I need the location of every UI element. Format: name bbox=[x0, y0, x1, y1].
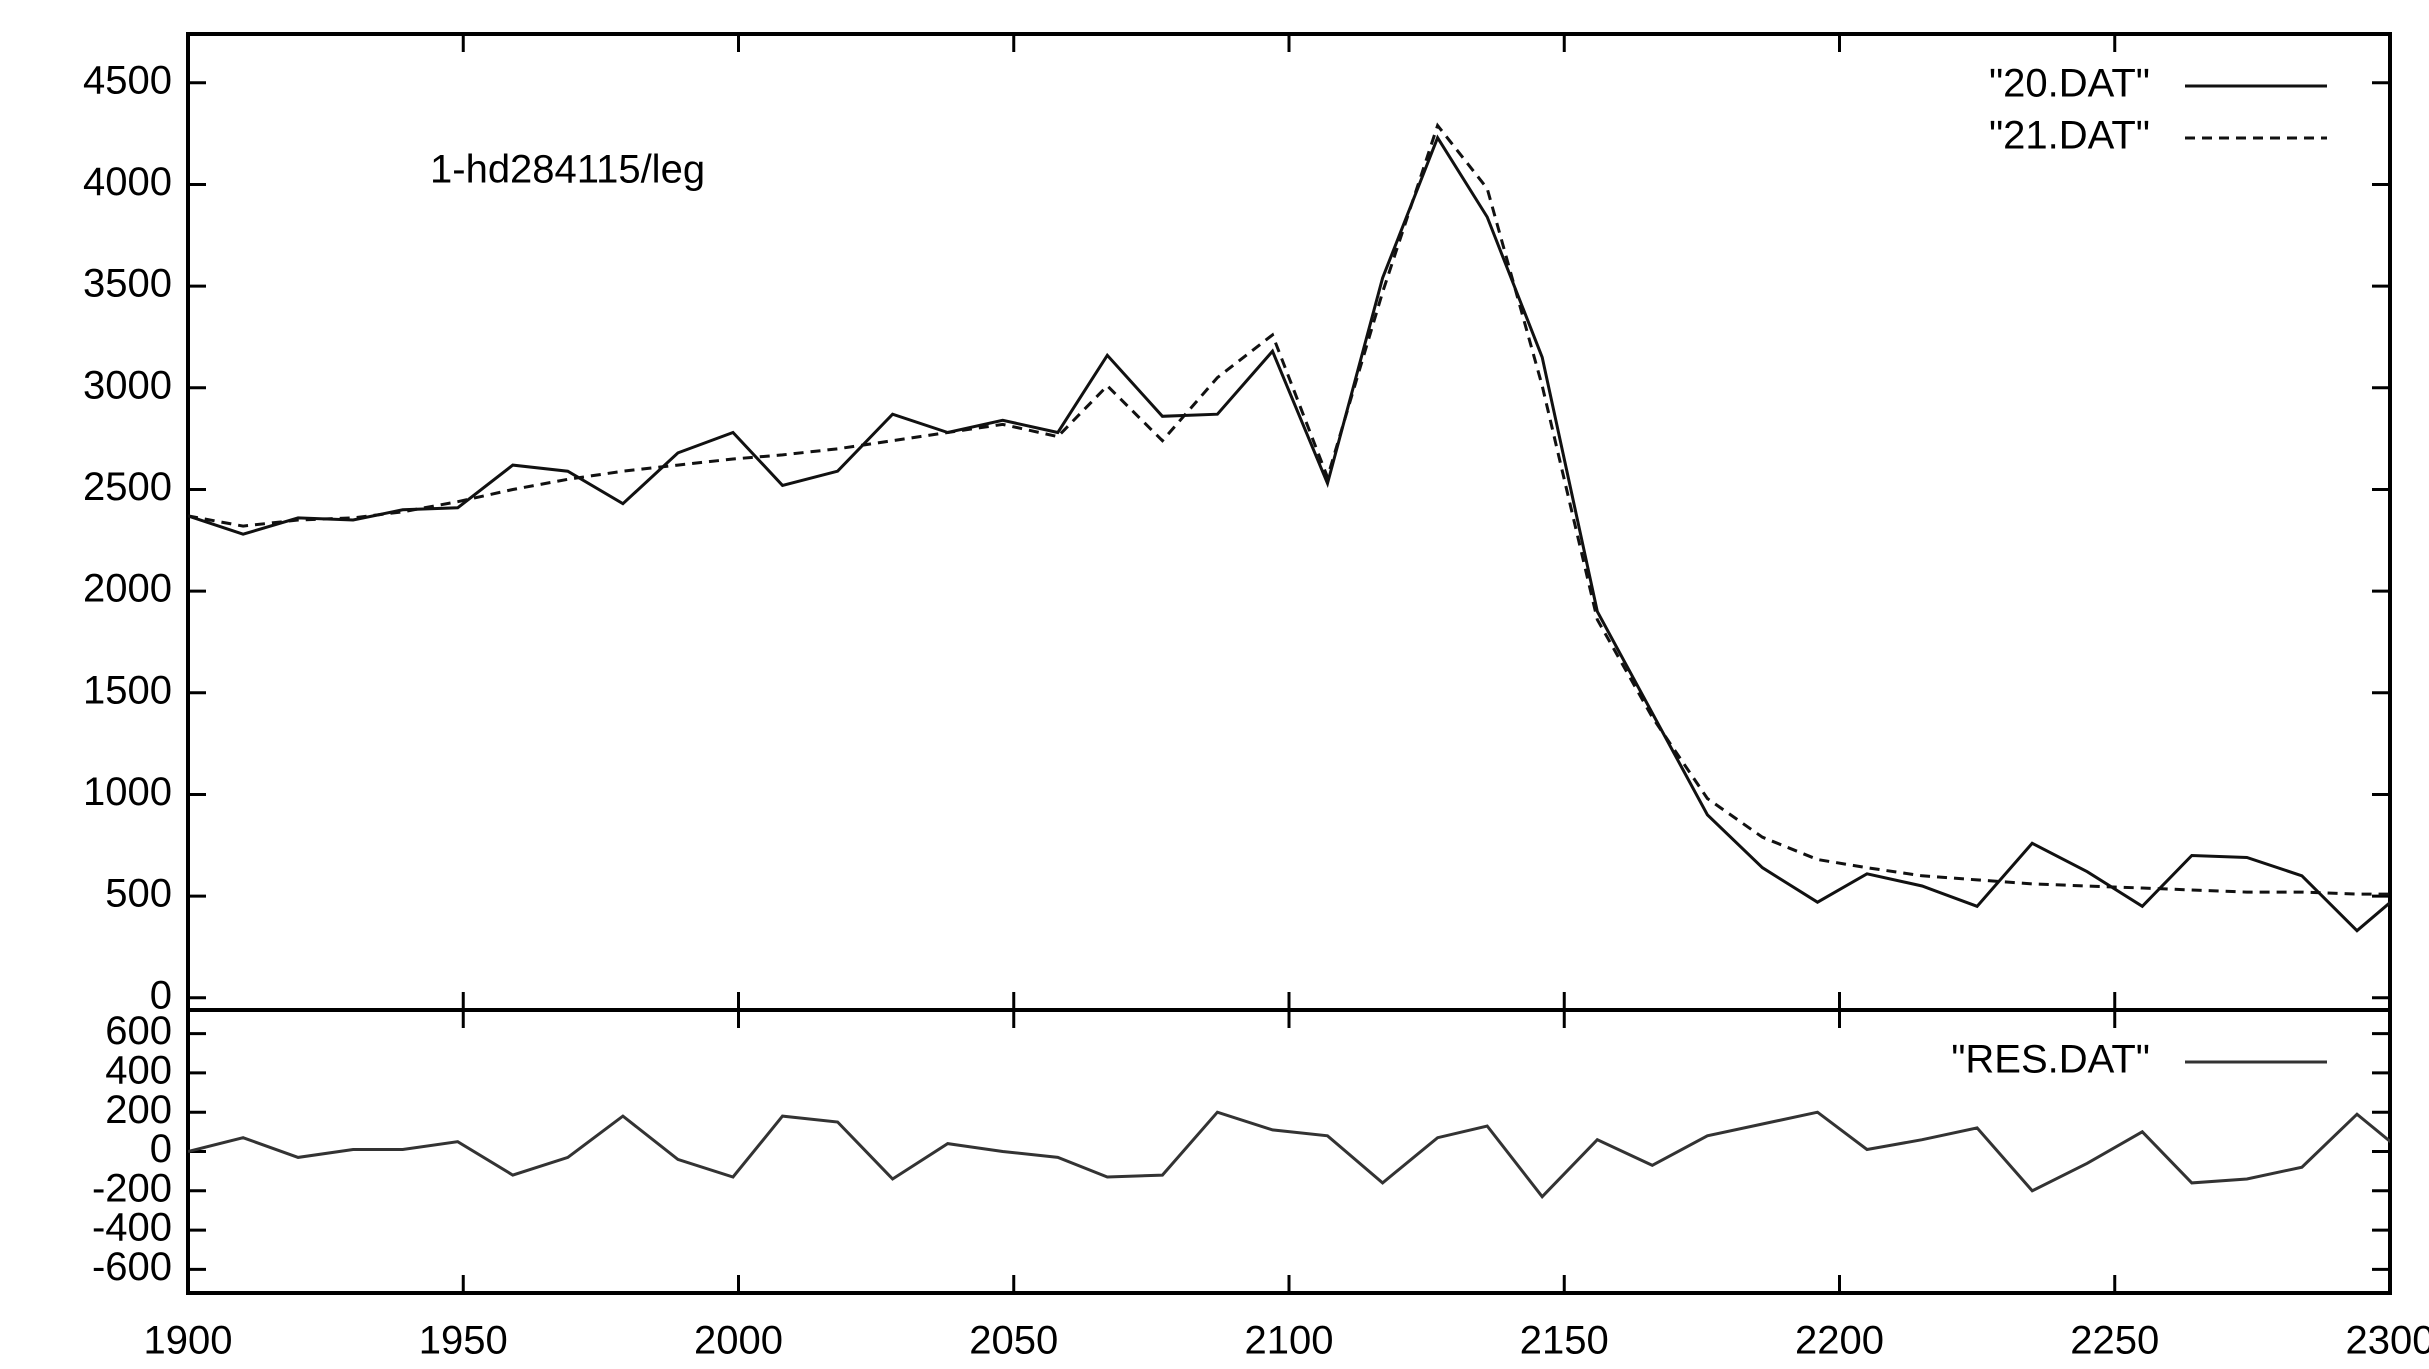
plot-area bbox=[188, 1110, 2390, 1199]
x-tick-label: 2150 bbox=[1520, 1319, 1609, 1363]
x-tick-label: 2050 bbox=[969, 1319, 1058, 1363]
y-tick-label: 1000 bbox=[83, 770, 172, 814]
y-tick-label: 4500 bbox=[83, 58, 172, 102]
y-tick-label: -200 bbox=[92, 1166, 172, 1210]
data-line bbox=[188, 122, 2390, 896]
y-tick-label: 3000 bbox=[83, 363, 172, 407]
annotation: 1-hd284115/leg bbox=[430, 148, 705, 192]
y-tick-label: 1500 bbox=[83, 668, 172, 712]
y-tick-label: 600 bbox=[105, 1009, 172, 1053]
x-tick-label: 2250 bbox=[2070, 1319, 2159, 1363]
y-tick-label: 0 bbox=[150, 1127, 172, 1171]
y-tick-label: 2000 bbox=[83, 567, 172, 611]
x-tick-label: 1900 bbox=[144, 1319, 233, 1363]
data-line bbox=[188, 134, 2390, 933]
y-tick-label: 2500 bbox=[83, 465, 172, 509]
y-tick-label: 400 bbox=[105, 1048, 172, 1092]
data-line bbox=[188, 1110, 2390, 1199]
y-tick-label: 0 bbox=[150, 973, 172, 1017]
x-tick-label: 2100 bbox=[1245, 1319, 1334, 1363]
y-tick-label: 4000 bbox=[83, 160, 172, 204]
legend-label: "20.DAT" bbox=[1989, 62, 2150, 106]
y-tick-label: -600 bbox=[92, 1245, 172, 1289]
y-tick-label: 500 bbox=[105, 872, 172, 916]
plot-area bbox=[188, 122, 2390, 933]
x-tick-label: 2300 bbox=[2346, 1319, 2429, 1363]
legend-label: "21.DAT" bbox=[1989, 114, 2150, 158]
x-tick-label: 2000 bbox=[694, 1319, 783, 1363]
x-tick-label: 2200 bbox=[1795, 1319, 1884, 1363]
x-tick-label: 1950 bbox=[419, 1319, 508, 1363]
y-tick-label: 200 bbox=[105, 1088, 172, 1132]
y-tick-label: -400 bbox=[92, 1206, 172, 1250]
legend-label: "RES.DAT" bbox=[1951, 1038, 2150, 1082]
y-tick-label: 3500 bbox=[83, 262, 172, 306]
